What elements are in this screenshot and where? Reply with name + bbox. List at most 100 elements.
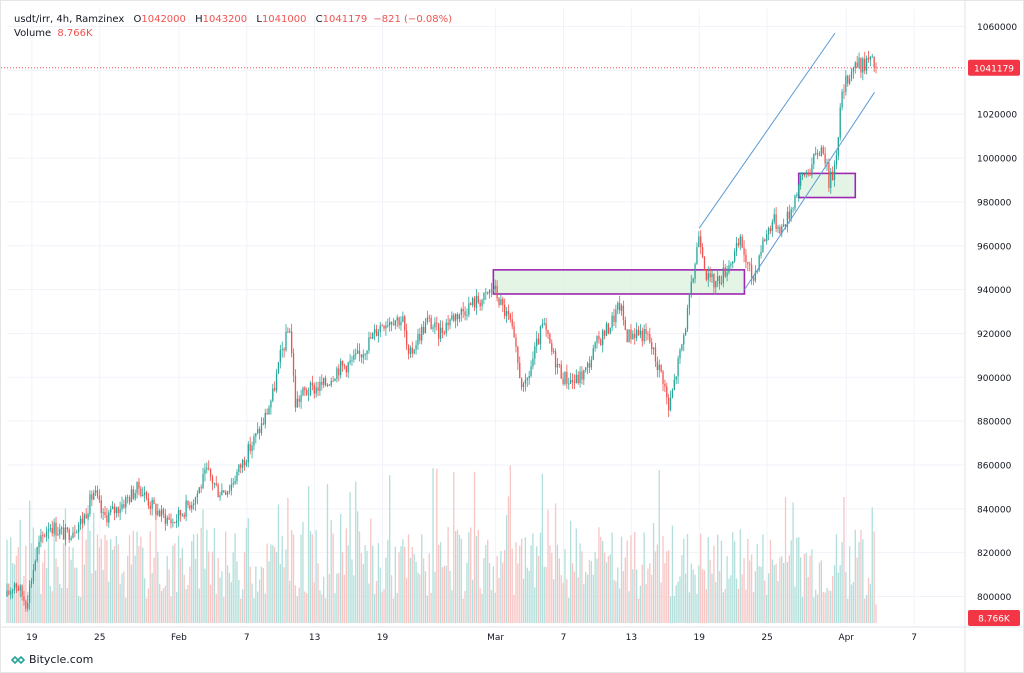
candle-body[interactable] [815, 152, 817, 154]
candle-body[interactable] [651, 342, 653, 350]
candle-body[interactable] [609, 327, 611, 334]
candle-body[interactable] [626, 329, 628, 343]
candle-body[interactable] [703, 257, 706, 271]
candle-body[interactable] [470, 303, 472, 305]
candle-body[interactable] [45, 531, 48, 537]
candle-body[interactable] [832, 171, 834, 181]
candle-body[interactable] [213, 483, 216, 485]
candle-body[interactable] [353, 354, 355, 360]
candle-body[interactable] [27, 602, 29, 609]
candle-body[interactable] [779, 227, 781, 234]
candle-body[interactable] [91, 494, 93, 500]
candle-body[interactable] [8, 590, 10, 595]
candle-body[interactable] [660, 364, 662, 372]
candle-body[interactable] [36, 547, 38, 561]
candle-body[interactable] [77, 524, 80, 533]
candle-body[interactable] [536, 338, 538, 347]
candle-body[interactable] [792, 208, 794, 210]
candle-body[interactable] [530, 366, 532, 376]
candle-body[interactable] [566, 371, 568, 384]
candle-body[interactable] [230, 484, 232, 491]
candle-body[interactable] [775, 214, 777, 229]
candle-body[interactable] [111, 506, 114, 510]
candle-body[interactable] [245, 462, 248, 466]
candle-body[interactable] [274, 388, 276, 391]
candle-body[interactable] [381, 325, 383, 327]
candle-body[interactable] [739, 236, 741, 246]
candle-body[interactable] [752, 277, 755, 281]
candle-body[interactable] [385, 325, 387, 329]
candle-body[interactable] [700, 236, 702, 248]
candle-body[interactable] [709, 273, 711, 278]
candle-body[interactable] [603, 330, 606, 336]
candle-body[interactable] [206, 467, 208, 470]
candle-body[interactable] [315, 387, 317, 394]
candle-body[interactable] [668, 397, 670, 411]
candle-body[interactable] [732, 261, 734, 264]
candle-body[interactable] [679, 349, 681, 359]
candle-body[interactable] [722, 267, 724, 284]
candle-body[interactable] [366, 350, 368, 355]
candle-body[interactable] [554, 351, 557, 368]
candle-body[interactable] [686, 307, 689, 330]
candle-body[interactable] [767, 228, 770, 235]
candle-body[interactable] [502, 299, 504, 305]
candle-body[interactable] [356, 350, 359, 354]
candle-body[interactable] [449, 319, 451, 326]
candle-body[interactable] [749, 263, 751, 265]
candle-body[interactable] [434, 322, 436, 328]
candle-body[interactable] [824, 153, 826, 164]
candle-body[interactable] [816, 152, 819, 155]
candle-body[interactable] [290, 331, 293, 354]
channel-line[interactable] [744, 92, 875, 290]
candle-body[interactable] [781, 226, 783, 234]
candle-body[interactable] [42, 535, 44, 537]
candle-body[interactable] [833, 164, 836, 181]
candle-body[interactable] [809, 174, 811, 176]
candle-body[interactable] [701, 247, 704, 258]
candle-body[interactable] [289, 331, 291, 333]
candle-body[interactable] [298, 398, 300, 402]
candle-body[interactable] [850, 71, 853, 80]
candle-body[interactable] [94, 490, 97, 493]
candle-body[interactable] [758, 255, 760, 271]
candle-body[interactable] [268, 407, 270, 415]
candle-body[interactable] [200, 487, 202, 489]
candle-body[interactable] [835, 155, 838, 165]
candle-body[interactable] [854, 62, 856, 69]
candle-body[interactable] [379, 325, 381, 332]
candle-body[interactable] [803, 174, 806, 175]
candle-body[interactable] [645, 328, 647, 334]
candle-body[interactable] [319, 381, 321, 391]
candle-body[interactable] [351, 359, 353, 361]
candle-body[interactable] [238, 464, 240, 473]
candle-body[interactable] [272, 388, 274, 401]
candle-body[interactable] [782, 224, 785, 227]
candle-body[interactable] [419, 333, 421, 341]
candle-body[interactable] [44, 535, 46, 537]
candle-body[interactable] [368, 337, 370, 351]
candle-body[interactable] [110, 509, 112, 513]
candle-body[interactable] [134, 493, 136, 499]
candle-body[interactable] [192, 503, 195, 506]
candle-body[interactable] [234, 481, 236, 484]
candle-body[interactable] [202, 474, 204, 489]
candle-body[interactable] [532, 358, 534, 367]
candle-body[interactable] [652, 347, 655, 350]
candle-body[interactable] [13, 583, 16, 590]
candle-body[interactable] [571, 379, 574, 382]
candle-body[interactable] [647, 333, 649, 335]
candle-body[interactable] [522, 383, 525, 388]
candle-body[interactable] [402, 316, 404, 322]
candle-body[interactable] [622, 305, 625, 321]
candle-body[interactable] [585, 367, 587, 371]
candle-body[interactable] [217, 484, 219, 498]
candle-body[interactable] [681, 344, 683, 350]
candle-body[interactable] [537, 338, 540, 345]
candle-body[interactable] [807, 172, 809, 175]
candle-body[interactable] [848, 79, 851, 84]
candle-body[interactable] [717, 276, 719, 282]
candle-body[interactable] [517, 346, 519, 363]
